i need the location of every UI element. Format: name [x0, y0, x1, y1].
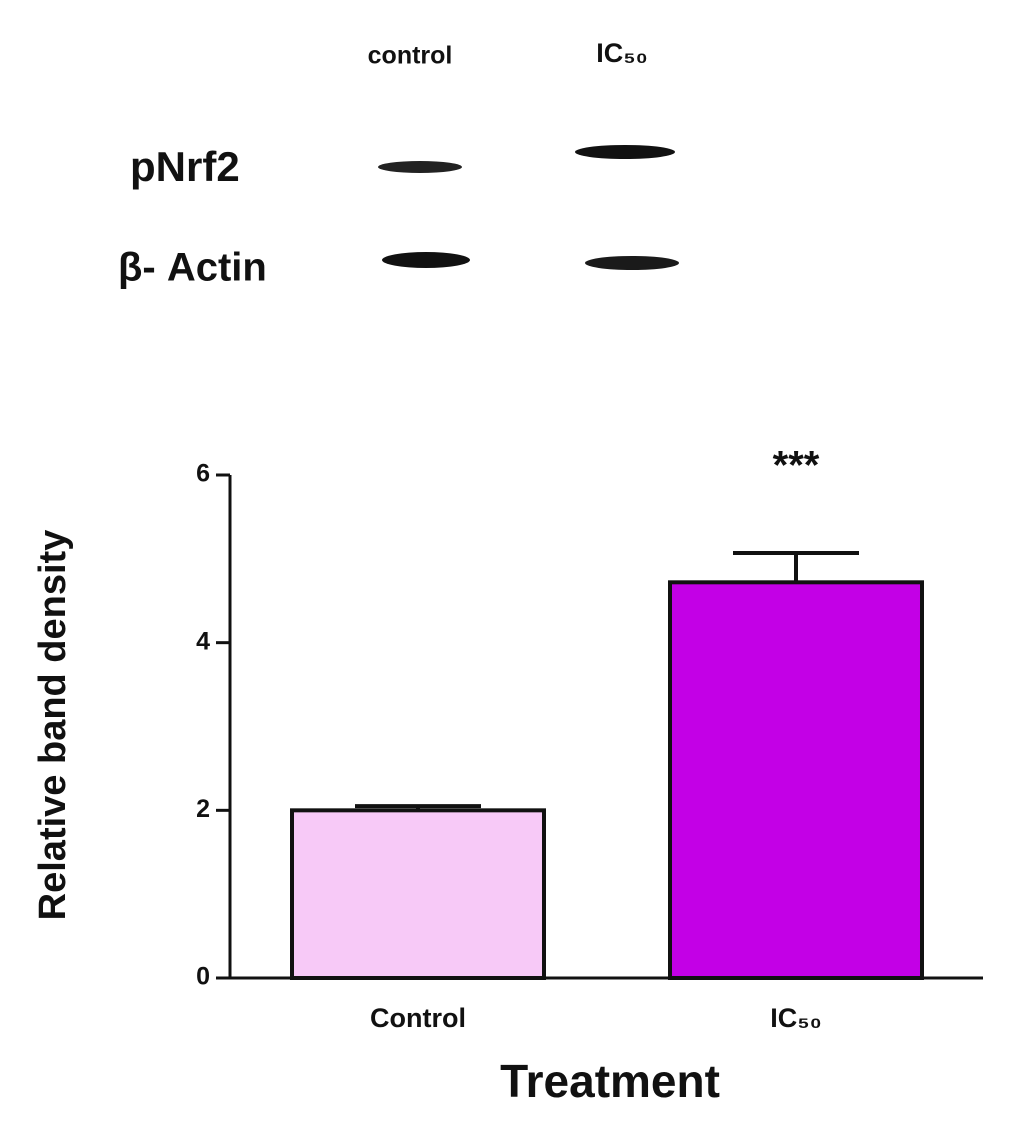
- band: [378, 161, 462, 173]
- band: [382, 252, 470, 268]
- y-axis-label: Relative band density: [32, 530, 74, 921]
- lane-label: IC₅₀: [596, 38, 648, 68]
- band: [575, 145, 675, 159]
- y-tick-label: 6: [196, 460, 210, 488]
- x-tick-label: Control: [370, 1003, 466, 1033]
- row-label: β- Actin: [118, 246, 267, 290]
- annotation: ***: [773, 444, 820, 488]
- y-tick-label: 2: [196, 795, 210, 823]
- row-label: pNrf2: [130, 143, 240, 190]
- bar: [290, 808, 546, 980]
- band: [585, 256, 679, 270]
- y-tick-label: 4: [196, 627, 210, 655]
- x-axis-label: Treatment: [500, 1055, 720, 1107]
- x-tick-label: IC₅₀: [770, 1003, 822, 1033]
- y-tick-label: 0: [196, 963, 210, 991]
- lane-label: control: [368, 42, 453, 70]
- bar: [668, 580, 924, 980]
- western-blot: control IC₅₀ pNrf2 β- Actin: [118, 38, 679, 290]
